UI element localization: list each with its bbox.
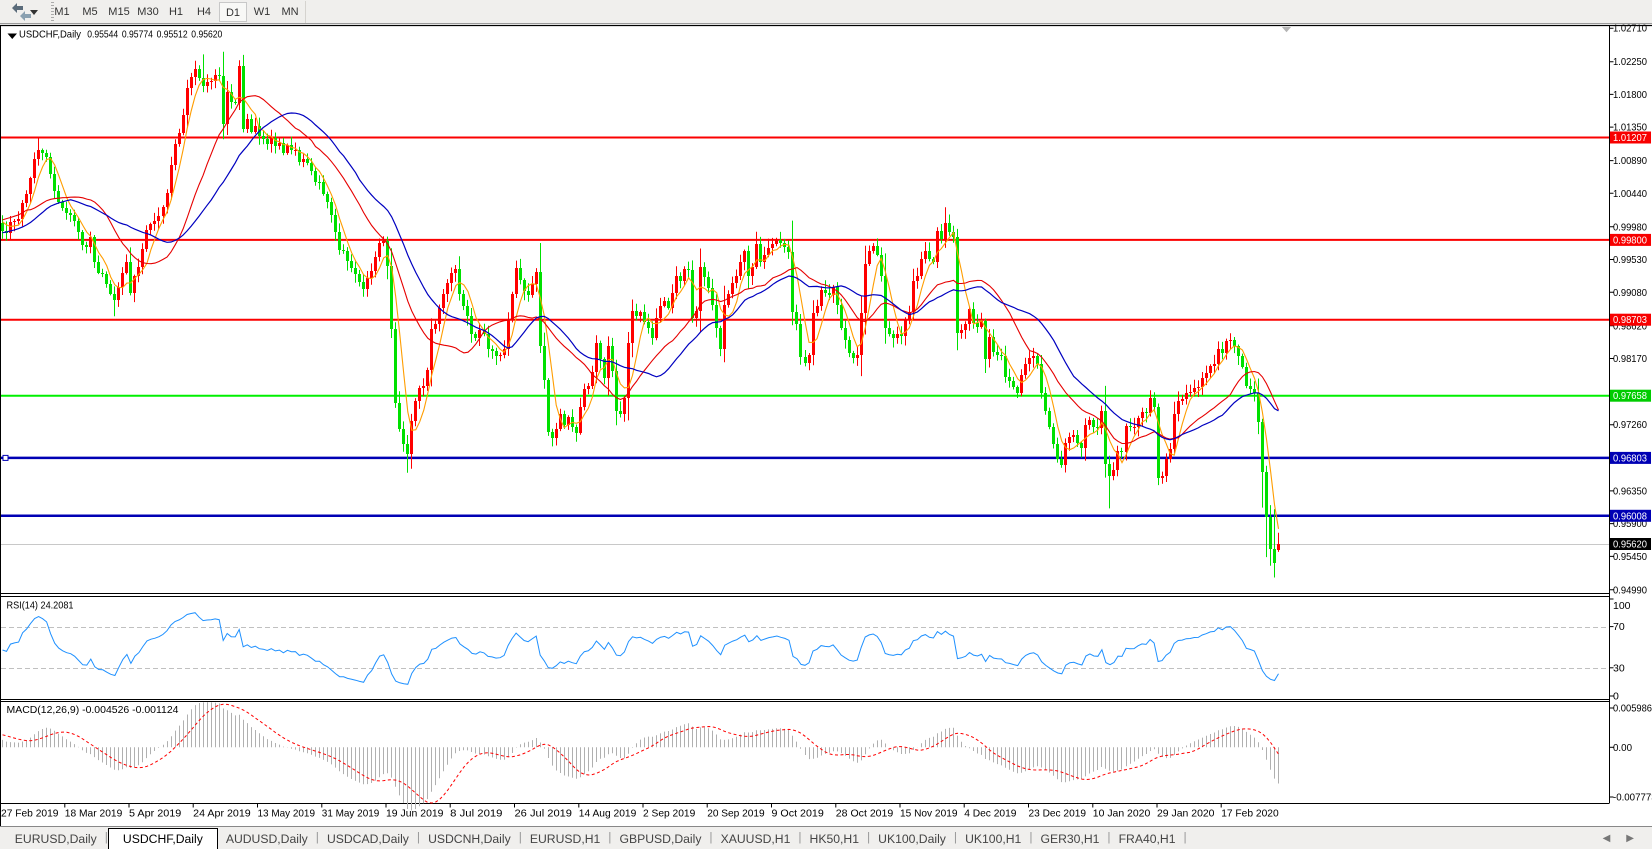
svg-text:8 Jul 2019: 8 Jul 2019 — [450, 809, 503, 820]
svg-text:0.97260: 0.97260 — [1613, 420, 1647, 431]
svg-text:0.99800: 0.99800 — [1613, 235, 1647, 246]
svg-text:0: 0 — [1613, 691, 1619, 703]
svg-text:1.01207: 1.01207 — [1613, 133, 1647, 144]
svg-text:0.94990: 0.94990 — [1613, 585, 1647, 596]
svg-text:20 Sep 2019: 20 Sep 2019 — [707, 809, 765, 820]
svg-text:0.95620: 0.95620 — [191, 30, 222, 41]
svg-text:0.00: 0.00 — [1613, 743, 1632, 754]
svg-text:9 Oct 2019: 9 Oct 2019 — [772, 809, 825, 820]
svg-text:1.00890: 1.00890 — [1613, 156, 1647, 167]
svg-text:0.95620: 0.95620 — [1613, 540, 1647, 551]
svg-text:100: 100 — [1613, 600, 1631, 612]
svg-text:0.96008: 0.96008 — [1613, 511, 1647, 522]
svg-text:1.01800: 1.01800 — [1613, 90, 1647, 101]
svg-text:-0.0077737: -0.0077737 — [1613, 793, 1652, 804]
svg-text:0.95900: 0.95900 — [1613, 519, 1647, 530]
svg-text:13 May 2019: 13 May 2019 — [258, 809, 316, 820]
svg-text:1.02710: 1.02710 — [1613, 24, 1647, 35]
svg-text:18 Mar 2019: 18 Mar 2019 — [65, 809, 123, 820]
svg-text:0.95450: 0.95450 — [1613, 552, 1647, 563]
svg-text:70: 70 — [1613, 621, 1625, 633]
svg-text:USDCHF,Daily: USDCHF,Daily — [19, 30, 82, 41]
svg-text:MACD(12,26,9) -0.004526 -0.001: MACD(12,26,9) -0.004526 -0.001124 — [7, 705, 179, 716]
svg-text:0.99080: 0.99080 — [1613, 288, 1647, 299]
svg-text:31 May 2019: 31 May 2019 — [322, 809, 380, 820]
svg-text:0.96350: 0.96350 — [1613, 486, 1647, 497]
svg-text:0.98170: 0.98170 — [1613, 354, 1647, 365]
svg-text:RSI(14) 24.2081: RSI(14) 24.2081 — [7, 601, 74, 612]
svg-text:1.01350: 1.01350 — [1613, 123, 1647, 134]
svg-text:0.95512: 0.95512 — [157, 30, 188, 41]
svg-text:30: 30 — [1613, 662, 1625, 674]
svg-text:23 Dec 2019: 23 Dec 2019 — [1029, 809, 1087, 820]
svg-text:0.96803: 0.96803 — [1613, 453, 1647, 464]
svg-text:0.98620: 0.98620 — [1613, 321, 1647, 332]
svg-text:0.97658: 0.97658 — [1613, 391, 1647, 402]
svg-text:0.95544: 0.95544 — [87, 30, 118, 41]
svg-text:28 Oct 2019: 28 Oct 2019 — [836, 809, 894, 820]
svg-text:0.99980: 0.99980 — [1613, 222, 1647, 233]
svg-text:5 Apr 2019: 5 Apr 2019 — [129, 809, 182, 820]
svg-text:0.99530: 0.99530 — [1613, 255, 1647, 266]
svg-text:10 Jan 2020: 10 Jan 2020 — [1093, 809, 1151, 820]
svg-text:1.02250: 1.02250 — [1613, 57, 1647, 68]
svg-text:0.98703: 0.98703 — [1613, 315, 1647, 326]
svg-text:14 Aug 2019: 14 Aug 2019 — [579, 809, 637, 820]
svg-text:17 Feb 2020: 17 Feb 2020 — [1221, 809, 1279, 820]
svg-text:15 Nov 2019: 15 Nov 2019 — [900, 809, 958, 820]
svg-text:27 Feb 2019: 27 Feb 2019 — [1, 809, 59, 820]
svg-text:2 Sep 2019: 2 Sep 2019 — [643, 809, 696, 820]
svg-text:0.95774: 0.95774 — [122, 30, 153, 41]
svg-text:26 Jul 2019: 26 Jul 2019 — [515, 809, 573, 820]
svg-text:0.005986: 0.005986 — [1613, 704, 1652, 715]
svg-text:19 Jun 2019: 19 Jun 2019 — [386, 809, 444, 820]
svg-text:1.00440: 1.00440 — [1613, 189, 1647, 200]
svg-text:24 Apr 2019: 24 Apr 2019 — [193, 809, 251, 820]
svg-text:29 Jan 2020: 29 Jan 2020 — [1157, 809, 1215, 820]
svg-text:4 Dec 2019: 4 Dec 2019 — [964, 809, 1017, 820]
